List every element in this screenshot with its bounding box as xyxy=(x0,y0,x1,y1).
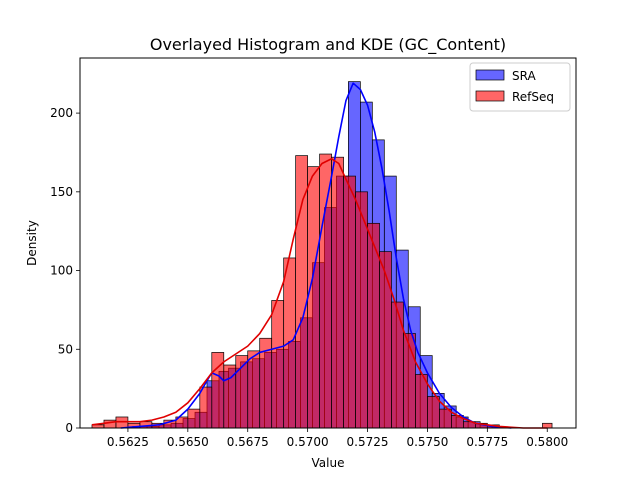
x-tick-label: 0.5625 xyxy=(107,435,149,449)
x-axis-label: Value xyxy=(312,456,345,470)
x-axis-ticks: 0.5625 0.5650 0.5675 0.5700 0.5725 0.5750 0.57… xyxy=(107,428,568,449)
x-tick-label: 0.5700 xyxy=(287,435,329,449)
bar-refseq-20 xyxy=(331,156,344,429)
y-tick-label: 0 xyxy=(65,421,73,435)
y-axis-label: Density xyxy=(25,220,39,266)
x-tick-label: 0.5650 xyxy=(167,435,209,449)
bar-refseq-25 xyxy=(391,301,404,429)
bar-refseq-28 xyxy=(427,396,440,429)
y-tick-label: 200 xyxy=(50,106,73,120)
bar-refseq-19 xyxy=(319,153,332,429)
legend: SRA RefSeq xyxy=(469,62,571,112)
x-tick-label: 0.5675 xyxy=(227,435,269,449)
bar-refseq-8 xyxy=(187,408,201,429)
y-axis-ticks: 0 50 100 150 200 xyxy=(50,106,80,435)
plot-frame xyxy=(79,57,577,429)
legend-swatch-refseq xyxy=(475,90,505,102)
legend-label-refseq: RefSeq xyxy=(512,90,554,104)
legend-label-sra: SRA xyxy=(512,69,536,83)
bar-refseq-21 xyxy=(343,175,356,429)
chart-title: Overlayed Histogram and KDE (GC_Content) xyxy=(150,35,506,55)
bars-layer xyxy=(91,81,553,429)
kde-layer xyxy=(91,82,548,429)
x-tick-label: 0.5750 xyxy=(406,435,448,449)
y-tick-label: 50 xyxy=(58,342,73,356)
x-tick-label: 0.5800 xyxy=(526,435,568,449)
x-tick-label: 0.5775 xyxy=(466,435,508,449)
y-tick-label: 150 xyxy=(50,185,73,199)
legend-swatch-sra xyxy=(475,69,505,81)
bar-refseq-15 xyxy=(271,300,285,429)
kde-line-refseq xyxy=(91,157,548,429)
bar-refseq-13 xyxy=(247,350,261,429)
bar-refseq-9 xyxy=(199,386,213,429)
bar-refseq-22 xyxy=(355,191,368,429)
bar-refseq-18 xyxy=(307,166,320,429)
bar-refseq-29 xyxy=(439,408,452,429)
x-tick-label: 0.5725 xyxy=(347,435,389,449)
bar-refseq-24 xyxy=(379,251,392,429)
y-tick-label: 100 xyxy=(50,264,73,278)
bar-refseq-17 xyxy=(295,155,308,429)
bar-refseq-27 xyxy=(415,374,428,429)
